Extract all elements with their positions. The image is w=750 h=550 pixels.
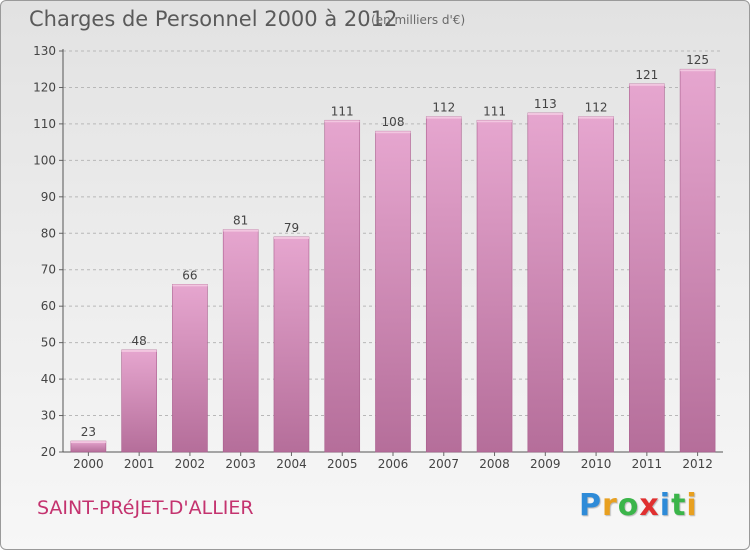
bar-2005	[324, 119, 361, 453]
bar-value-label: 79	[284, 221, 299, 235]
proxiti-logo: Proxiti	[579, 488, 698, 523]
logo-letter: P	[579, 488, 602, 523]
y-tick-label: 90	[41, 190, 56, 204]
bar-top-highlight	[629, 83, 665, 86]
bar-2011	[629, 83, 665, 453]
logo-letter: r	[602, 488, 618, 523]
bar-top-highlight	[375, 131, 411, 134]
bar-top-highlight	[527, 112, 563, 115]
bar-top-highlight	[680, 69, 716, 72]
bar-2004	[273, 236, 310, 453]
bar-2012	[679, 68, 716, 453]
y-tick-label: 100	[33, 153, 56, 167]
x-tick-label: 2012	[682, 457, 713, 471]
bar-top-highlight	[70, 441, 106, 444]
y-tick-label: 70	[41, 263, 56, 277]
y-tick-label: 20	[41, 445, 56, 459]
bar-2010	[578, 116, 614, 453]
x-tick-label: 2006	[378, 457, 409, 471]
bar-2007	[425, 116, 462, 453]
bar-value-label: 112	[585, 101, 608, 115]
bar-top-highlight	[578, 116, 614, 119]
bar-2009	[527, 112, 564, 453]
bar-value-label: 48	[132, 334, 147, 348]
x-tick-label: 2002	[175, 457, 206, 471]
y-tick-label: 130	[33, 44, 56, 58]
x-tick-label: 2005	[327, 457, 358, 471]
bar-2008	[476, 119, 513, 453]
logo-letter: o	[617, 488, 640, 523]
bar-value-label: 108	[382, 115, 405, 129]
x-tick-label: 2007	[428, 457, 459, 471]
bar-value-label: 112	[432, 101, 455, 115]
bar-top-highlight	[172, 284, 208, 287]
bar-2001	[121, 349, 157, 453]
logo-letter: x	[639, 488, 660, 523]
x-tick-label: 2010	[581, 457, 612, 471]
bar-value-label: 113	[534, 97, 557, 111]
y-tick-label: 40	[41, 372, 56, 386]
bar-value-label: 111	[483, 104, 506, 118]
bar-2003	[222, 229, 259, 453]
y-tick-label: 120	[33, 80, 56, 94]
bar-top-highlight	[273, 236, 309, 239]
x-tick-label: 2011	[632, 457, 663, 471]
x-tick-label: 2000	[73, 457, 104, 471]
bar-value-label: 125	[686, 53, 709, 67]
logo-letter: t	[671, 488, 687, 523]
logo-letter: i	[686, 488, 698, 523]
bar-value-label: 121	[635, 68, 658, 82]
bar-value-label: 66	[182, 268, 197, 282]
y-tick-label: 110	[33, 117, 56, 131]
bar-value-label: 23	[81, 425, 96, 439]
bar-top-highlight	[477, 120, 513, 123]
bar-top-highlight	[121, 349, 157, 352]
chart-title: Charges de Personnel 2000 à 2012	[29, 7, 398, 31]
logo-letter: i	[659, 488, 672, 523]
y-tick-label: 60	[41, 299, 56, 313]
commune-name: SAINT-PRéJET-D'ALLIER	[37, 497, 254, 519]
x-tick-label: 2009	[530, 457, 561, 471]
chart-subtitle: (en milliers d'€)	[371, 13, 466, 27]
bar-value-label: 111	[331, 104, 354, 118]
x-tick-label: 2004	[276, 457, 307, 471]
bar-top-highlight	[324, 120, 360, 123]
y-tick-label: 80	[41, 226, 56, 240]
bar-value-label: 81	[233, 214, 248, 228]
x-tick-label: 2003	[225, 457, 256, 471]
bar-top-highlight	[426, 116, 462, 119]
bar-top-highlight	[223, 229, 259, 232]
x-tick-label: 2008	[479, 457, 510, 471]
y-tick-label: 30	[41, 409, 56, 423]
x-tick-label: 2001	[124, 457, 155, 471]
y-tick-label: 50	[41, 336, 56, 350]
bar-2006	[375, 130, 411, 453]
bar-2002	[172, 284, 208, 453]
